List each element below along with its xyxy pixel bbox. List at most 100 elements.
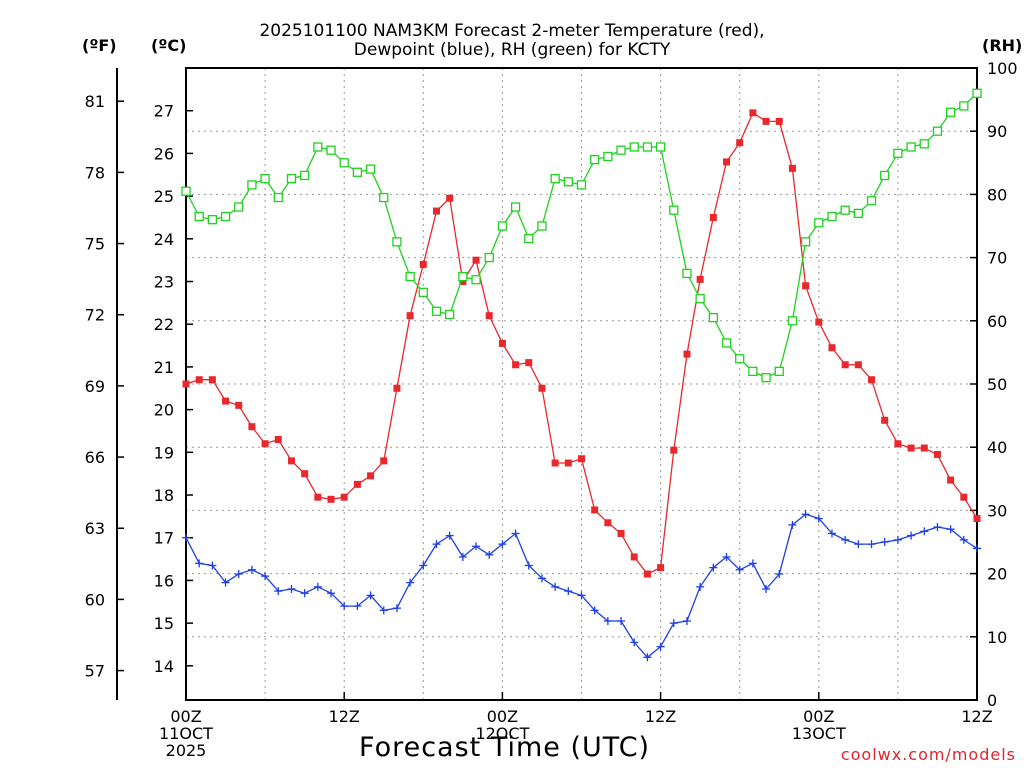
temperature-point (287, 457, 295, 465)
rh-point (919, 139, 929, 149)
dewpoint-point (366, 591, 375, 600)
dewpoint-point (946, 525, 955, 534)
dewpoint-point (458, 552, 467, 561)
rh-point (405, 271, 415, 282)
rh-point (510, 202, 521, 212)
rh-point (893, 148, 903, 158)
temperature-point (419, 260, 427, 268)
dewpoint-point (261, 572, 270, 581)
x-tick-label: 12Z (961, 707, 992, 726)
celsius-tick-label: 22 (154, 315, 174, 334)
rh-point (576, 180, 587, 190)
fahrenheit-unit-label: (ºF) (82, 36, 117, 55)
x-tick-label: 2025 (166, 741, 207, 760)
temperature-point (485, 312, 493, 320)
rh-tick-label: 70 (987, 249, 1007, 268)
celsius-tick-label: 24 (154, 230, 174, 249)
temperature-point (643, 570, 651, 578)
rh-point (497, 221, 508, 231)
dewpoint-point (709, 563, 718, 572)
rh-tick-label: 40 (987, 438, 1007, 457)
dewpoint-point (841, 535, 850, 544)
rh-point (220, 211, 231, 222)
rh-point (339, 158, 349, 168)
dewpoint-point (551, 582, 560, 591)
dewpoint-point (300, 589, 309, 598)
rh-point (695, 294, 705, 304)
temperature-point (498, 339, 506, 347)
temperature-point (749, 109, 757, 117)
dewpoint-point (274, 587, 283, 596)
x-tick-label: 13OCT (792, 724, 846, 743)
temperature-point (248, 423, 256, 431)
celsius-tick-label: 14 (154, 657, 174, 676)
rh-point (234, 202, 244, 212)
rh-point (761, 373, 771, 383)
rh-point (669, 205, 679, 215)
rh-point (616, 145, 626, 155)
rh-point (932, 126, 943, 136)
temperature-point (340, 493, 348, 501)
temperature-point (195, 376, 203, 384)
dewpoint-point (893, 535, 902, 544)
dewpoint-point (327, 589, 336, 598)
temperature-point (630, 553, 638, 561)
rh-point (590, 154, 600, 165)
dewpoint-point (472, 542, 481, 551)
temperature-point (380, 457, 388, 465)
dewpoint-point (617, 617, 626, 625)
dewpoint-point (682, 617, 691, 625)
rh-point (708, 312, 718, 323)
temperature-point (802, 282, 810, 290)
temperature-point (709, 213, 717, 221)
fahrenheit-tick-label: 69 (85, 377, 105, 396)
fahrenheit-tick-label: 57 (85, 662, 105, 681)
rh-point (181, 186, 191, 196)
rh-tick-label: 100 (987, 59, 1018, 78)
temperature-point (353, 480, 361, 488)
temperature-point (208, 376, 216, 384)
temperature-point (868, 376, 876, 384)
rh-tick-label: 80 (987, 185, 1007, 204)
temperature-point (393, 384, 401, 392)
rh-point (247, 180, 257, 190)
temperature-point (920, 444, 928, 452)
temperature-point (854, 361, 862, 369)
credit-link[interactable]: coolwx.com/models (840, 745, 1016, 764)
rh-point (550, 173, 560, 184)
rh-point (352, 167, 363, 177)
rh-point (418, 287, 428, 298)
rh-point (880, 170, 890, 181)
rh-point (207, 215, 218, 225)
rh-tick-label: 60 (987, 312, 1007, 331)
rh-point (194, 211, 204, 222)
dewpoint-point (933, 523, 942, 532)
rh-point (866, 196, 877, 206)
rh-point (800, 237, 811, 247)
dewpoint-point (748, 559, 757, 568)
temperature-point (432, 207, 440, 215)
temperature-point (696, 275, 704, 283)
dewpoint-point (590, 606, 599, 615)
temperature-point (261, 440, 269, 448)
dewpoint-point (537, 574, 546, 583)
rh-point (959, 101, 969, 111)
fahrenheit-tick-label: 60 (85, 590, 105, 609)
rh-tick-label: 20 (987, 565, 1007, 584)
temperature-point (367, 472, 375, 480)
temperature-point (446, 194, 454, 202)
celsius-tick-label: 17 (154, 529, 174, 548)
rh-point (721, 338, 732, 348)
rh-point (642, 142, 653, 152)
temperature-point (578, 455, 585, 463)
fahrenheit-tick-label: 78 (85, 163, 105, 182)
temperature-point (973, 515, 981, 523)
rh-point (524, 233, 534, 244)
dewpoint-point (524, 561, 533, 570)
celsius-tick-label: 23 (154, 273, 174, 292)
dewpoint-point (827, 529, 836, 538)
dewpoint-point (392, 604, 401, 613)
dewpoint-point (867, 540, 876, 549)
temperature-point (657, 564, 665, 572)
